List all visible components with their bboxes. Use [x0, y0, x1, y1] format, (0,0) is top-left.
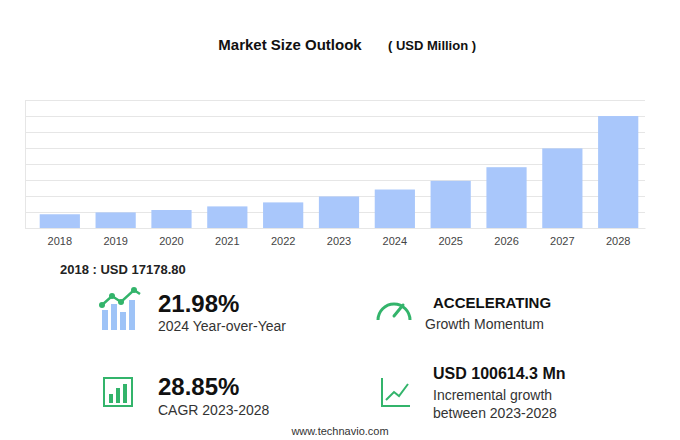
x-tick-label: 2027 — [550, 235, 574, 247]
icons — [99, 287, 410, 406]
stat-caption: Incremental growth — [433, 387, 552, 403]
icon — [123, 384, 127, 403]
y-axis — [25, 101, 645, 229]
x-tick-label: 2028 — [606, 235, 630, 247]
grid-line — [25, 132, 645, 133]
bar — [542, 148, 582, 228]
stat-caption: CAGR 2023-2028 — [158, 402, 270, 418]
x-axis: 2018 2019 2020 2021 2022 2023 2024 2025 2026 2027… — [34, 228, 646, 247]
bar — [263, 202, 303, 228]
y-axis-line — [26, 101, 646, 229]
grid-line — [25, 228, 645, 229]
x-axis-line — [34, 228, 646, 229]
y-tick — [25, 132, 645, 133]
x-tick: 2021 — [215, 228, 239, 247]
bars — [40, 116, 639, 228]
stat-value: 21.98% — [158, 290, 239, 317]
x-tick: 2027 — [550, 228, 574, 247]
bar — [40, 214, 80, 228]
bar — [375, 190, 415, 228]
x-tick-label: 2018 — [48, 235, 72, 247]
icon — [99, 302, 105, 308]
subtitle: ( USD Million ) — [388, 38, 476, 53]
bar — [598, 116, 638, 228]
icon — [104, 378, 132, 406]
icon — [118, 299, 124, 305]
title-group: Market Size Outlook ( USD Million ) — [218, 36, 476, 53]
annotation: 2018 : USD 17178.80 — [60, 262, 186, 277]
x-tick-label: 2020 — [159, 235, 183, 247]
x-tick-label: 2026 — [494, 235, 518, 247]
chart: Market Size Outlook( USD Million )201820… — [0, 0, 680, 440]
x-tick: 2018 — [48, 228, 72, 247]
icon — [109, 293, 115, 299]
x-tick-label: 2019 — [103, 235, 127, 247]
x-tick: 2022 — [271, 228, 295, 247]
x-tick-label: 2023 — [327, 235, 351, 247]
x-tick: 2028 — [606, 228, 630, 247]
stat-caption: between 2023-2028 — [433, 405, 557, 421]
icon — [378, 304, 410, 320]
x-tick-label: 2024 — [383, 235, 407, 247]
bar — [96, 212, 136, 228]
bar — [486, 167, 526, 228]
bar — [207, 206, 247, 228]
icon — [131, 287, 137, 293]
title: Market Size Outlook — [218, 36, 362, 53]
icon — [120, 312, 126, 330]
x-tick: 2026 — [494, 228, 518, 247]
y-tick — [25, 100, 645, 101]
bar — [319, 196, 359, 228]
bar — [151, 210, 191, 228]
icon — [102, 310, 108, 330]
icon — [111, 304, 117, 330]
icon — [109, 394, 113, 403]
bar — [431, 181, 471, 228]
stat-caption: Growth Momentum — [425, 316, 544, 332]
source: www.technavio.com — [290, 425, 388, 437]
x-tick: 2024 — [383, 228, 407, 247]
stat-value: USD 100614.3 Mn — [433, 365, 566, 382]
icon — [386, 384, 408, 400]
icon — [394, 305, 403, 316]
stat-caption: 2024 Year-over-Year — [158, 318, 286, 334]
icon — [129, 300, 135, 330]
grid-line — [25, 100, 645, 101]
x-tick-label: 2025 — [438, 235, 462, 247]
y-tick — [25, 116, 645, 117]
y-tick — [25, 228, 645, 229]
x-tick: 2025 — [438, 228, 462, 247]
stat-value: ACCELERATING — [433, 294, 551, 311]
x-tick: 2023 — [327, 228, 351, 247]
x-tick-label: 2022 — [271, 235, 295, 247]
x-tick-label: 2021 — [215, 235, 239, 247]
icon — [382, 378, 410, 406]
icon — [116, 388, 120, 403]
grid-line — [25, 116, 645, 117]
x-tick: 2020 — [159, 228, 183, 247]
stat-value: 28.85% — [158, 373, 239, 400]
x-tick: 2019 — [103, 228, 127, 247]
